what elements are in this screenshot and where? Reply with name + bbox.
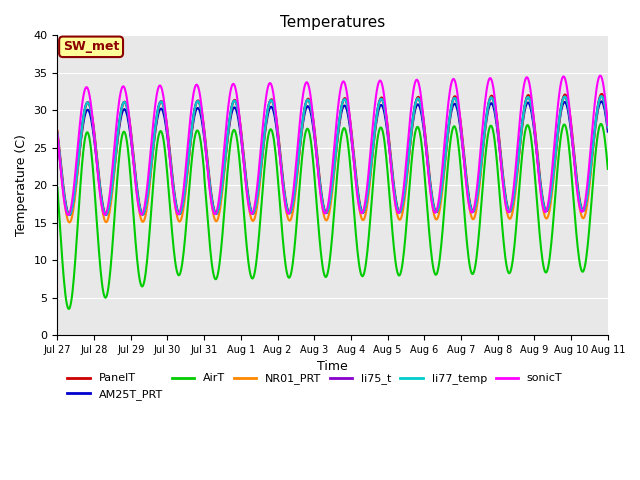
sonicT xyxy=(604,122,612,128)
li77_temp xyxy=(119,101,127,107)
li77_temp xyxy=(604,124,612,130)
PanelT xyxy=(604,120,612,126)
AM25T_PRT xyxy=(268,105,276,110)
AirT xyxy=(596,121,604,127)
NR01_PRT xyxy=(390,190,398,196)
sonicT xyxy=(421,131,429,136)
AM25T_PRT xyxy=(220,170,228,176)
Line: NR01_PRT: NR01_PRT xyxy=(58,96,608,222)
li77_temp xyxy=(247,208,255,214)
li75_t xyxy=(119,101,127,107)
PanelT xyxy=(119,102,127,108)
AirT xyxy=(65,306,73,312)
li75_t xyxy=(220,167,228,172)
li77_temp xyxy=(598,93,605,99)
AM25T_PRT xyxy=(604,129,612,134)
AM25T_PRT xyxy=(54,136,61,142)
sonicT xyxy=(247,211,255,216)
PanelT xyxy=(220,170,228,176)
Text: SW_met: SW_met xyxy=(63,40,119,53)
AirT xyxy=(604,166,612,172)
li77_temp xyxy=(54,131,61,136)
li75_t xyxy=(247,209,255,215)
PanelT xyxy=(247,207,255,213)
Line: AM25T_PRT: AM25T_PRT xyxy=(58,101,608,215)
AirT xyxy=(390,245,398,251)
AM25T_PRT xyxy=(119,108,127,114)
NR01_PRT xyxy=(604,125,612,131)
li75_t xyxy=(268,98,276,104)
PanelT xyxy=(66,212,74,218)
li77_temp xyxy=(390,185,398,191)
Line: PanelT: PanelT xyxy=(58,94,608,215)
li75_t xyxy=(598,93,605,99)
NR01_PRT xyxy=(220,173,228,179)
NR01_PRT xyxy=(119,102,127,108)
Title: Temperatures: Temperatures xyxy=(280,15,385,30)
sonicT xyxy=(65,212,72,218)
Line: li77_temp: li77_temp xyxy=(58,96,608,215)
AirT xyxy=(220,214,228,220)
AirT xyxy=(247,274,255,280)
li77_temp xyxy=(66,212,74,218)
sonicT xyxy=(54,132,61,137)
AirT xyxy=(421,175,429,180)
li77_temp xyxy=(421,131,429,136)
sonicT xyxy=(390,192,398,198)
AM25T_PRT xyxy=(390,187,398,192)
PanelT xyxy=(421,127,429,132)
li75_t xyxy=(390,186,398,192)
li77_temp xyxy=(268,98,276,104)
NR01_PRT xyxy=(247,216,255,221)
NR01_PRT xyxy=(66,219,74,225)
AM25T_PRT xyxy=(66,212,74,218)
li75_t xyxy=(54,132,61,137)
AirT xyxy=(119,131,127,136)
AirT xyxy=(268,128,276,134)
li75_t xyxy=(65,212,73,218)
sonicT xyxy=(220,149,228,155)
Line: sonicT: sonicT xyxy=(58,76,608,215)
Y-axis label: Temperature (C): Temperature (C) xyxy=(15,134,28,236)
sonicT xyxy=(119,84,127,89)
AirT xyxy=(54,185,61,191)
NR01_PRT xyxy=(268,97,276,103)
Legend: PanelT, AM25T_PRT, AirT, NR01_PRT, li75_t, li77_temp, sonicT: PanelT, AM25T_PRT, AirT, NR01_PRT, li75_… xyxy=(63,369,567,404)
AM25T_PRT xyxy=(421,135,429,141)
X-axis label: Time: Time xyxy=(317,360,348,373)
NR01_PRT xyxy=(421,132,429,138)
PanelT xyxy=(598,91,605,97)
AM25T_PRT xyxy=(247,209,255,215)
Line: AirT: AirT xyxy=(58,124,608,309)
PanelT xyxy=(54,128,61,134)
AM25T_PRT xyxy=(598,98,605,104)
PanelT xyxy=(268,96,276,102)
NR01_PRT xyxy=(54,132,61,137)
li77_temp xyxy=(220,168,228,174)
Line: li75_t: li75_t xyxy=(58,96,608,215)
sonicT xyxy=(268,84,276,90)
li75_t xyxy=(421,132,429,138)
li75_t xyxy=(604,126,612,132)
NR01_PRT xyxy=(598,93,605,99)
sonicT xyxy=(596,73,604,79)
PanelT xyxy=(390,182,398,188)
